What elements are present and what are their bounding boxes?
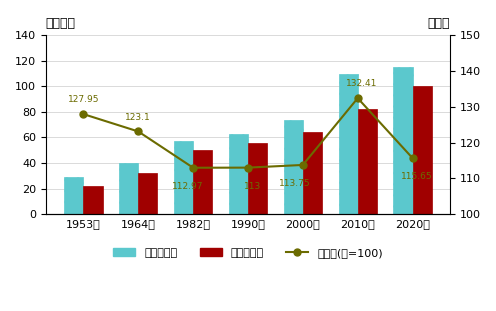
- Text: 113.75: 113.75: [279, 179, 310, 188]
- Bar: [83, 186, 103, 214]
- Text: 112.97: 112.97: [172, 182, 203, 191]
- Bar: [64, 177, 83, 214]
- Bar: [284, 119, 303, 214]
- Bar: [193, 150, 212, 214]
- Bar: [119, 163, 138, 214]
- Bar: [303, 132, 322, 214]
- Bar: [338, 73, 358, 214]
- Text: 性別比: 性別比: [428, 17, 450, 30]
- Bar: [358, 109, 377, 214]
- Bar: [248, 142, 267, 214]
- Text: 115.65: 115.65: [401, 172, 433, 181]
- Text: 132.41: 132.41: [346, 79, 377, 88]
- Text: 常住人口: 常住人口: [46, 17, 76, 30]
- Bar: [138, 173, 158, 214]
- Bar: [393, 67, 413, 214]
- Text: 113: 113: [244, 182, 261, 191]
- Bar: [229, 134, 248, 214]
- Legend: 男（万人）, 女（万人）, 性别比(女=100): 男（万人）, 女（万人）, 性别比(女=100): [109, 244, 387, 262]
- Bar: [413, 86, 432, 214]
- Bar: [174, 141, 193, 214]
- Text: 123.1: 123.1: [125, 113, 151, 122]
- Text: 127.95: 127.95: [67, 95, 99, 104]
